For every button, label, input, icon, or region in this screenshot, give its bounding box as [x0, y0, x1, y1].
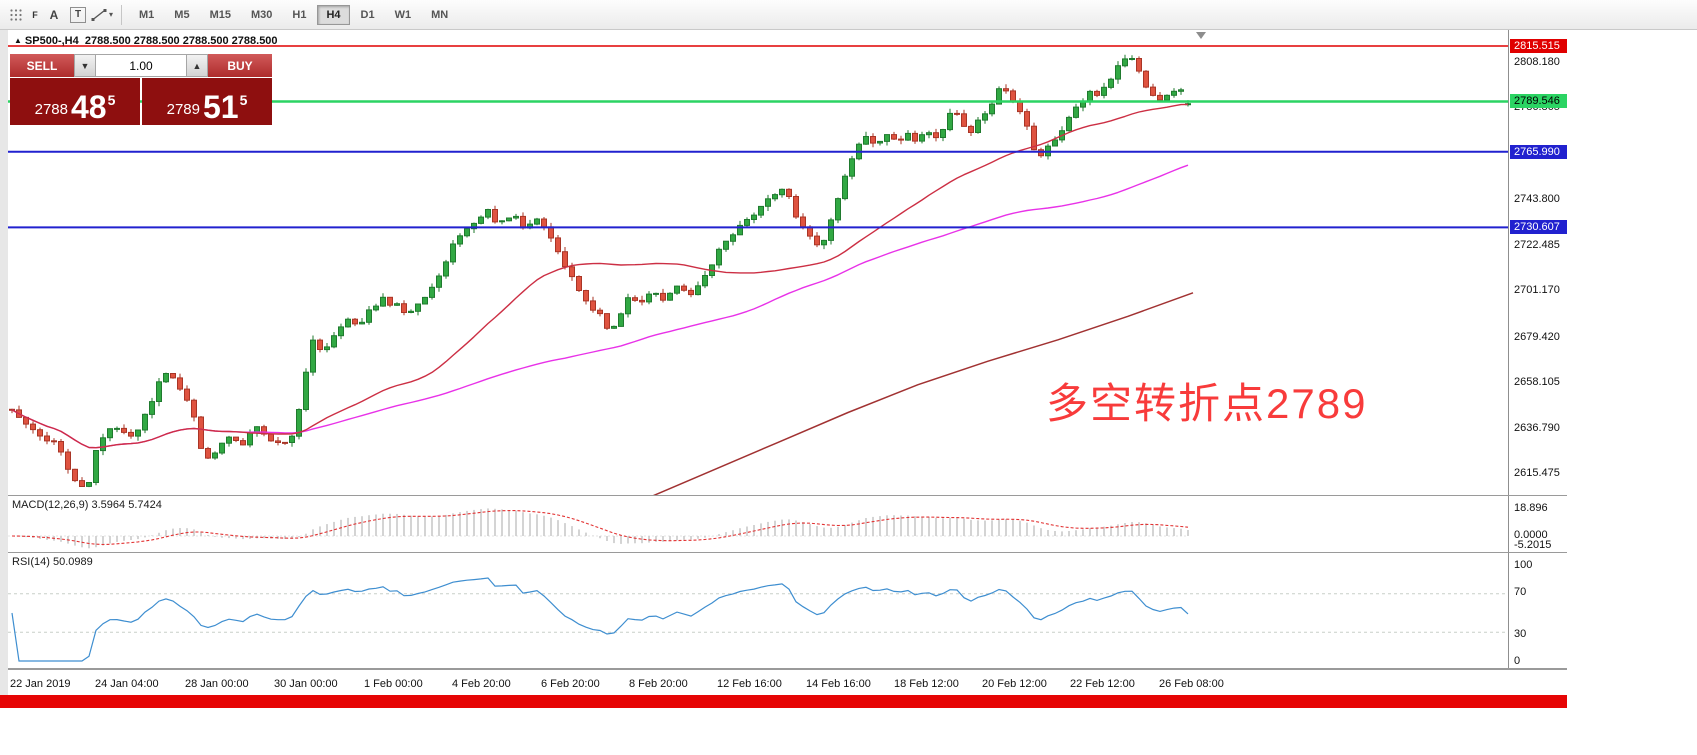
time-axis-label: 8 Feb 20:00: [629, 678, 688, 690]
time-axis[interactable]: 22 Jan 2019 24 Jan 04:00 28 Jan 00:00 30 Ja…: [8, 669, 1567, 695]
rsi-panel[interactable]: [8, 553, 1508, 668]
timeframe-button-m30[interactable]: M30: [250, 8, 273, 21]
toolbar-separator: [121, 4, 123, 25]
indicators-button[interactable]: F: [32, 9, 38, 20]
ohlc-values: 2788.500 2788.500 2788.500 2788.500: [84, 35, 278, 47]
price-badge-resistance: 2815.515: [1510, 39, 1567, 53]
volume-decrease-button[interactable]: ▼: [74, 54, 96, 77]
ask-price-big: 51: [202, 88, 239, 125]
price-axis-tick: 2658.105: [1514, 376, 1560, 389]
macd-label: MACD(12,26,9) 3.5964 5.7424: [12, 499, 162, 511]
window-frame: [0, 30, 8, 708]
dots-grid-icon: [9, 8, 23, 22]
price-axis-tick: 2722.485: [1514, 238, 1560, 251]
macd-signal-value: 5.7424: [128, 499, 162, 511]
ask-price-prefix: 2789: [166, 101, 200, 118]
rsi-axis-tick: 70: [1514, 586, 1527, 598]
timeframe-button-w1[interactable]: W1: [394, 8, 412, 21]
timeframe-button-m1[interactable]: M1: [139, 8, 155, 21]
timeframe-button-h4[interactable]: H4: [317, 4, 350, 25]
time-axis-label: 18 Feb 12:00: [894, 678, 959, 690]
price-axis-tick: 2679.420: [1514, 330, 1560, 343]
bid-price-big: 48: [70, 88, 107, 125]
time-axis-label: 12 Feb 16:00: [717, 678, 782, 690]
bid-price-sup: 5: [107, 92, 116, 108]
symbol-marker-icon: ▲: [14, 36, 22, 45]
ohlc-readout: ▲ SP500-,H4 2788.500 2788.500 2788.500 27…: [14, 35, 278, 47]
timeframe-button-mn[interactable]: MN: [431, 8, 449, 21]
price-axis[interactable]: 2808.1802786.8652743.8002722.4852701.170…: [1508, 30, 1567, 669]
price-axis-tick: 2701.170: [1514, 284, 1560, 297]
chart-text-annotation: 多空转折点2789: [1046, 380, 1368, 427]
text-tool-icon: A: [49, 7, 59, 22]
text-label-icon: T: [70, 6, 86, 23]
price-axis-tick: 2808.180: [1514, 55, 1560, 68]
time-axis-label: 28 Jan 00:00: [185, 678, 249, 690]
time-axis-label: 26 Feb 08:00: [1159, 678, 1224, 690]
sell-button[interactable]: SELL: [10, 54, 74, 77]
symbol-label: SP500-,H4: [24, 35, 79, 47]
time-axis-label: 4 Feb 20:00: [452, 678, 511, 690]
grid-tool-button[interactable]: [5, 4, 27, 26]
timeframe-button-h1[interactable]: H1: [292, 8, 307, 21]
rsi-axis-tick: 100: [1514, 559, 1533, 571]
one-click-trading-panel: SELL ▼ ▲ BUY 2788 48 5 2789 51 5: [10, 54, 272, 125]
timeframe-button-m5[interactable]: M5: [174, 8, 190, 21]
buy-button[interactable]: BUY: [208, 54, 272, 77]
time-axis-label: 1 Feb 00:00: [364, 678, 423, 690]
line-tools-button[interactable]: ▾: [91, 4, 113, 26]
macd-axis-tick: 0.0000: [1514, 529, 1548, 541]
time-axis-label: 20 Feb 12:00: [982, 678, 1047, 690]
price-axis-tick: 2743.800: [1514, 193, 1560, 206]
time-axis-label: 30 Jan 00:00: [274, 678, 338, 690]
time-axis-label: 14 Feb 16:00: [806, 678, 871, 690]
macd-main-value: 3.5964: [91, 499, 126, 511]
time-axis-label: 22 Jan 2019: [10, 678, 71, 690]
ask-price-sup: 5: [239, 92, 248, 108]
panel-separator: [8, 495, 1567, 496]
chart-plot-area[interactable]: [8, 30, 1508, 495]
panel-separator: [8, 552, 1567, 553]
trendline-icon: [91, 8, 107, 22]
text-tool-button[interactable]: A: [43, 4, 65, 26]
rsi-label: RSI(14) 50.0989: [12, 556, 93, 568]
bid-price-prefix: 2788: [34, 101, 68, 118]
price-badge-support-2: 2730.607: [1510, 220, 1567, 235]
volume-increase-button[interactable]: ▲: [186, 54, 208, 77]
macd-axis-tick: -5.2015: [1514, 539, 1552, 551]
time-axis-label: 22 Feb 12:00: [1070, 678, 1135, 690]
bid-price-display[interactable]: 2788 48 5: [10, 78, 140, 125]
text-label-tool-button[interactable]: T: [67, 4, 89, 26]
timeframe-button-d1[interactable]: D1: [360, 8, 375, 21]
rsi-axis-tick: 0: [1514, 655, 1521, 667]
candlestick-chart[interactable]: [8, 30, 1508, 495]
price-axis-tick: 2615.475: [1514, 467, 1560, 480]
chevron-down-icon: ▾: [109, 10, 114, 19]
timeframe-button-m15[interactable]: M15: [209, 8, 231, 21]
macd-axis-tick: 18.896: [1514, 502, 1548, 514]
price-badge-pivot: 2789.546: [1510, 94, 1567, 109]
time-axis-label: 6 Feb 20:00: [541, 678, 600, 690]
price-axis-tick: 2636.790: [1514, 421, 1560, 434]
time-axis-label: 24 Jan 04:00: [95, 678, 159, 690]
rsi-axis-tick: 30: [1514, 628, 1527, 640]
chart-window: ▲ SP500-,H4 2788.500 2788.500 2788.500 27…: [8, 30, 1567, 695]
macd-panel[interactable]: [8, 496, 1508, 552]
bottom-red-bar: [0, 695, 1567, 708]
volume-input[interactable]: [96, 54, 186, 77]
panel-separator: [8, 668, 1567, 669]
timeframe-bar: M1 M5 M15 M30 H1 H4 D1 W1 MN: [129, 4, 458, 25]
price-badge-support-1: 2765.990: [1510, 144, 1567, 159]
rsi-value: 50.0989: [52, 556, 93, 568]
toolbar: F A T ▾ M1 M5 M15 M30 H1 H4 D1 W1 MN: [0, 0, 1697, 30]
ask-price-display[interactable]: 2789 51 5: [142, 78, 272, 125]
chart-shift-marker-icon: [1196, 32, 1206, 39]
